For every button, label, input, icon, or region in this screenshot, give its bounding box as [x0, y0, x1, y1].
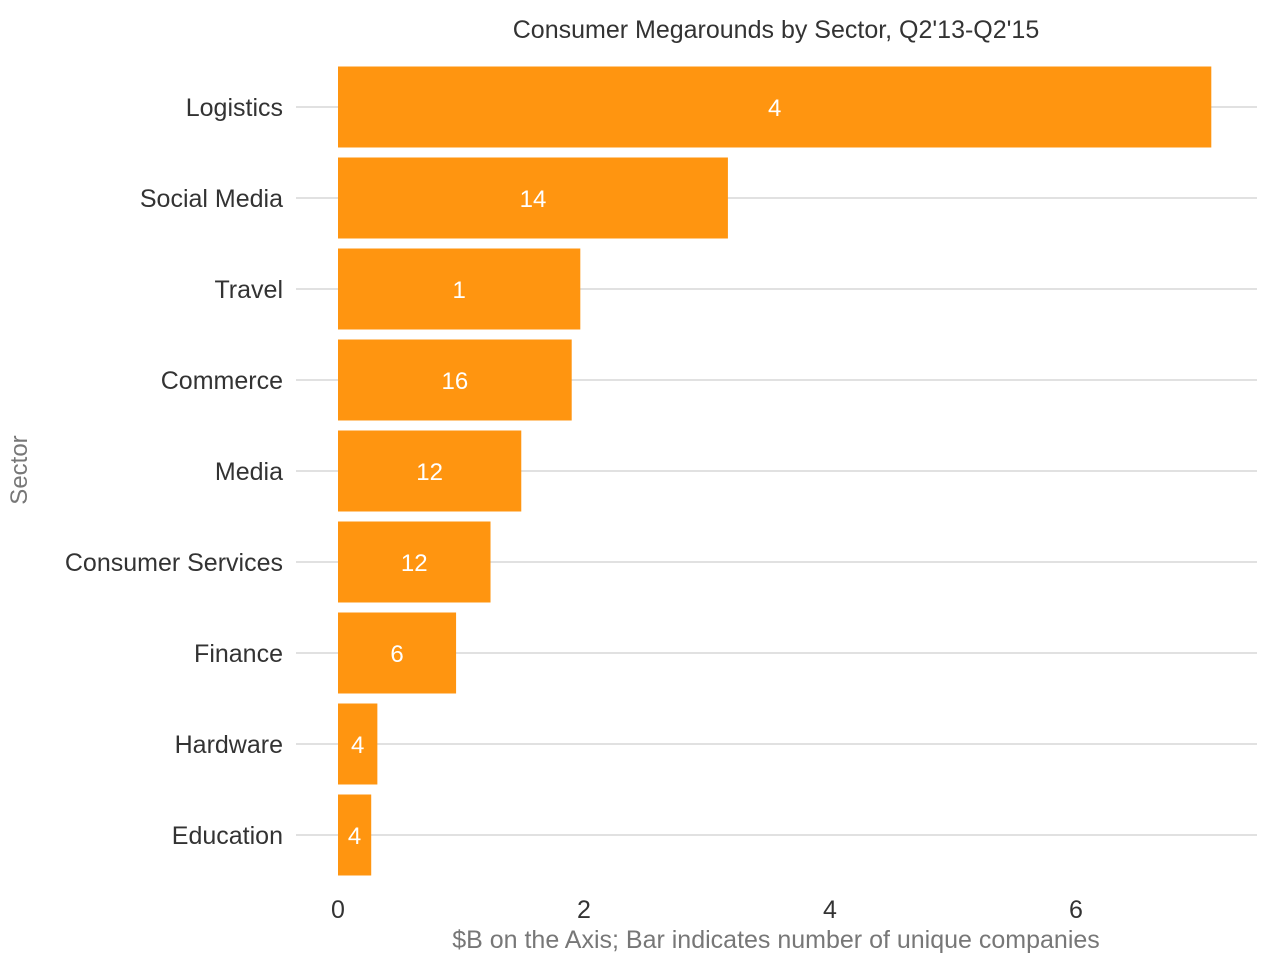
bar-label: 14	[520, 186, 547, 213]
bar	[338, 248, 581, 330]
x-tick-labels: 0 2 4 6	[331, 896, 1083, 924]
bar-label: 16	[441, 368, 468, 395]
bar-label: 1	[452, 277, 465, 304]
category-label: Education	[172, 822, 283, 850]
bar	[338, 521, 491, 603]
category-label: Travel	[214, 276, 283, 304]
bar	[338, 157, 728, 239]
x-tick-label: 4	[823, 896, 837, 924]
category-label: Media	[215, 458, 283, 486]
category-label: Commerce	[161, 367, 283, 395]
x-axis-label: $B on the Axis; Bar indicates number of …	[452, 926, 1100, 954]
bar-label: 12	[416, 459, 443, 486]
category-label: Finance	[194, 640, 283, 668]
bars	[338, 66, 1212, 876]
category-labels: Logistics Social Media Travel Commerce Media…	[65, 94, 283, 850]
bar	[338, 339, 572, 421]
y-axis-label: Sector	[6, 435, 33, 504]
category-label: Social Media	[140, 185, 283, 213]
bar-label: 12	[401, 550, 428, 577]
x-tick-label: 0	[331, 896, 345, 924]
bar	[338, 703, 378, 785]
x-tick-label: 2	[577, 896, 591, 924]
category-label: Logistics	[186, 94, 283, 122]
category-label: Consumer Services	[65, 549, 283, 577]
bar-labels: 4 14 1 16 12 12 6 4 4	[348, 95, 781, 850]
x-tick-label: 6	[1069, 896, 1083, 924]
bar	[338, 612, 457, 694]
bar-label: 4	[348, 823, 361, 850]
bar-label: 6	[390, 641, 403, 668]
chart-title: Consumer Megarounds by Sector, Q2'13-Q2'…	[513, 16, 1040, 44]
bar	[338, 66, 1212, 148]
category-label: Hardware	[175, 731, 283, 759]
bar-label: 4	[351, 732, 364, 759]
bar	[338, 794, 372, 876]
bar-label: 4	[768, 95, 781, 122]
bar	[338, 430, 522, 512]
